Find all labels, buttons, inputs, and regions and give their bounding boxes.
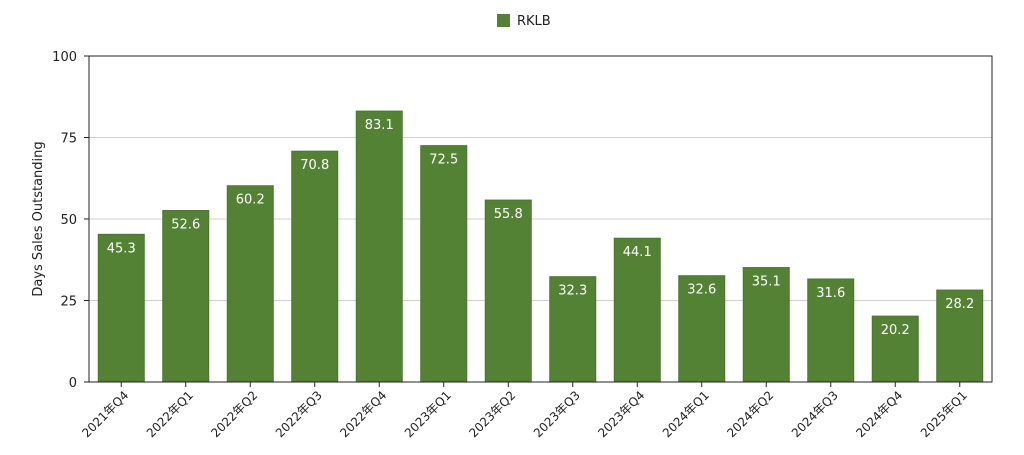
y-axis-ticks: 0 25 50 75 100 (52, 50, 89, 391)
data-label: 20.2 (881, 323, 910, 338)
x-tick-label: 2021年Q4 (79, 388, 131, 440)
data-label: 70.8 (300, 158, 329, 173)
bar (226, 185, 274, 383)
data-label: 72.5 (429, 153, 458, 168)
data-label: 55.8 (494, 207, 523, 222)
x-tick-label: 2024年Q2 (724, 388, 776, 440)
bar (678, 275, 726, 383)
bar (291, 150, 339, 383)
data-label: 83.1 (365, 118, 394, 133)
y-tick-label: 0 (69, 376, 77, 391)
data-label: 60.2 (236, 193, 265, 208)
x-tick-label: 2025年Q1 (918, 388, 970, 440)
x-tick-label: 2024年Q3 (789, 388, 841, 440)
bar (420, 145, 468, 383)
bar (613, 237, 661, 383)
x-tick-label: 2023年Q4 (595, 388, 647, 440)
bar (355, 110, 403, 383)
data-label: 32.3 (558, 284, 587, 299)
data-label: 52.6 (171, 218, 200, 233)
data-label: 32.6 (687, 283, 716, 298)
legend-swatch (497, 14, 510, 27)
x-tick-label: 2022年Q1 (144, 388, 196, 440)
legend-label: RKLB (517, 14, 551, 29)
legend: RKLB (497, 14, 551, 29)
bar (162, 210, 210, 383)
y-tick-label: 50 (60, 213, 77, 228)
data-label: 45.3 (107, 241, 136, 256)
data-labels: 45.3 52.6 60.2 70.8 83.1 72.5 55.8 32.3 44.1 32.6… (107, 118, 974, 338)
x-axis-ticks: 2021年Q4 2022年Q1 2022年Q2 2022年Q3 2022年Q4 2023年… (79, 382, 970, 440)
x-tick-label: 2022年Q2 (208, 388, 260, 440)
x-tick-label: 2022年Q4 (337, 388, 389, 440)
y-tick-label: 100 (52, 50, 77, 65)
y-tick-label: 75 (60, 132, 77, 147)
bar (549, 276, 597, 383)
data-label: 35.1 (752, 275, 781, 290)
bar (484, 199, 532, 383)
bar (97, 233, 145, 383)
x-tick-label: 2023年Q1 (402, 388, 454, 440)
x-tick-label: 2024年Q1 (660, 388, 712, 440)
x-tick-label: 2023年Q3 (531, 388, 583, 440)
x-tick-label: 2024年Q4 (853, 388, 905, 440)
data-label: 28.2 (945, 297, 974, 312)
data-label: 31.6 (816, 286, 845, 301)
bar (936, 289, 984, 383)
x-tick-label: 2022年Q3 (273, 388, 325, 440)
data-label: 44.1 (623, 245, 652, 260)
gridlines (89, 137, 992, 301)
x-tick-label: 2023年Q2 (466, 388, 518, 440)
y-axis-label: Days Sales Outstanding (31, 141, 46, 296)
y-tick-label: 25 (60, 295, 77, 310)
bars (97, 110, 984, 383)
